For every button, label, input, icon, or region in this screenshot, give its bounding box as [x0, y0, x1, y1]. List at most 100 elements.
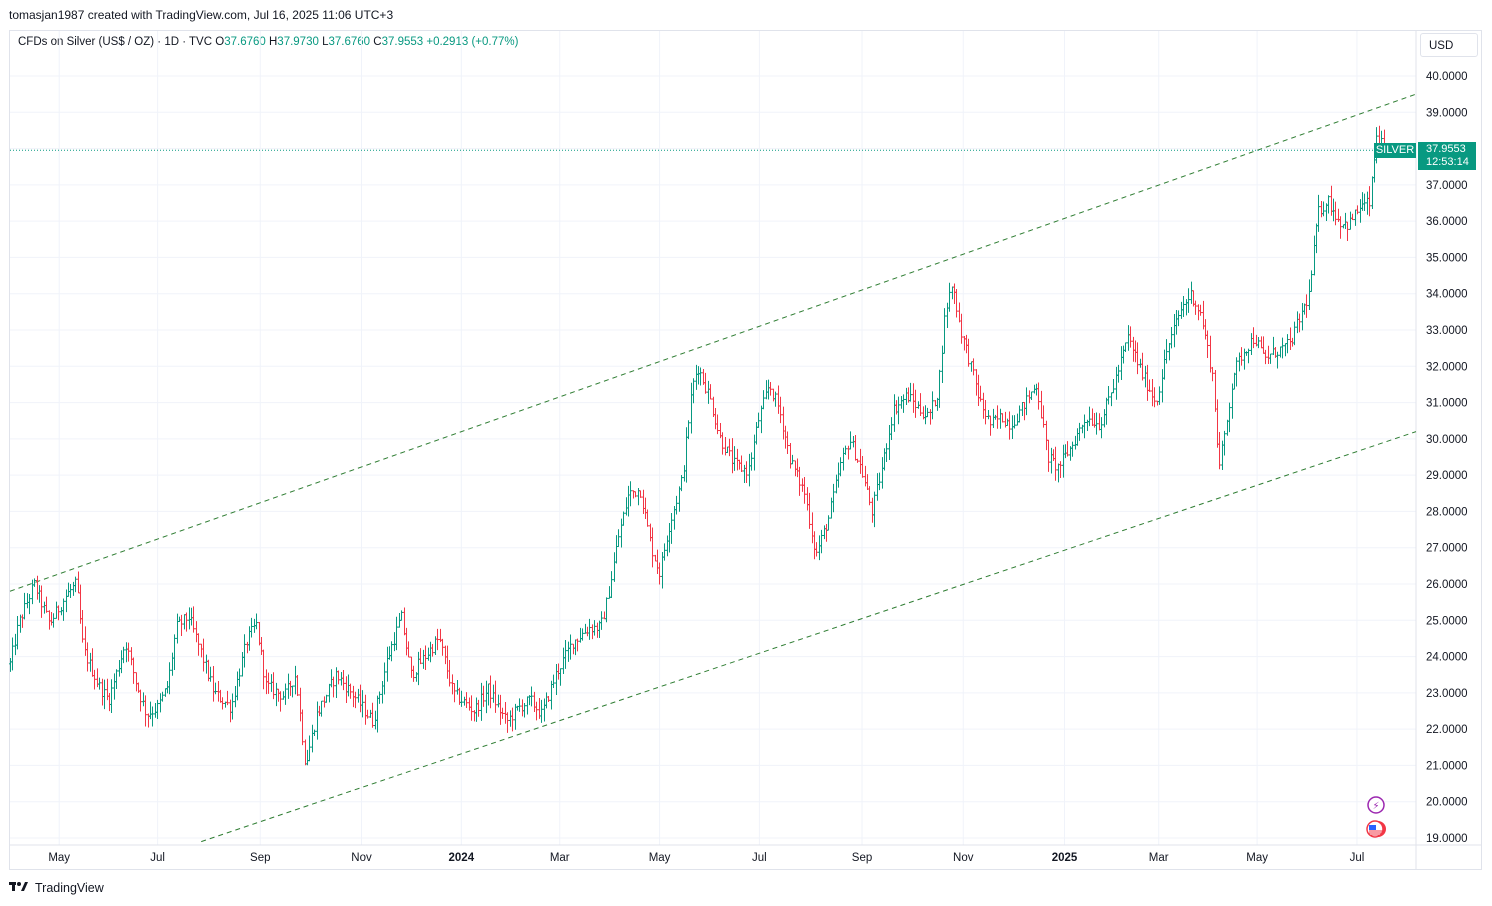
ohlc-bar — [1091, 408, 1094, 427]
ohlc-bar — [115, 669, 118, 689]
price-axis-label: 21.0000 — [1426, 760, 1468, 772]
ohlc-bar — [598, 620, 601, 639]
ohlc-bar — [463, 696, 466, 706]
ohlc-bar — [1146, 364, 1149, 401]
ohlc-bar — [499, 694, 502, 725]
ohlc-bar — [489, 675, 492, 709]
price-axis-label: 40.0000 — [1426, 71, 1468, 83]
price-axis-label: 36.0000 — [1426, 216, 1468, 228]
ohlc-bar — [914, 389, 917, 418]
ohlc-bar — [84, 626, 87, 656]
ohlc-bar — [1100, 417, 1103, 439]
ohlc-bars[interactable] — [9, 125, 1386, 766]
ohlc-bar — [815, 542, 818, 557]
ohlc-bar — [497, 694, 500, 708]
price-axis-label: 32.0000 — [1426, 361, 1468, 373]
ohlc-bar — [1088, 406, 1091, 427]
ohlc-bar — [999, 408, 1002, 429]
ohlc-bar — [890, 417, 893, 441]
ohlc-bar — [43, 601, 46, 614]
ohlc-bar — [453, 682, 456, 703]
ohlc-bar — [55, 601, 58, 619]
ohlc-bar — [1218, 432, 1221, 470]
high-value: 37.9730 — [277, 36, 319, 48]
price-axis-label: 22.0000 — [1426, 724, 1468, 736]
ohlc-bar — [634, 491, 637, 498]
ohlc-bar — [897, 396, 900, 425]
ohlc-bar — [161, 691, 164, 702]
ohlc-bar — [1301, 302, 1304, 331]
price-axis-label: 34.0000 — [1426, 289, 1468, 301]
ohlc-bar — [1057, 463, 1060, 483]
lightning-event-icon[interactable] — [1367, 796, 1385, 814]
ohlc-bar — [1047, 439, 1050, 472]
currency-button[interactable]: USD — [1420, 33, 1478, 57]
ohlc-bar — [584, 623, 587, 634]
price-axis-label: 39.0000 — [1426, 107, 1468, 119]
ohlc-bar — [646, 509, 649, 527]
symbol-price-tag: SILVER — [1374, 143, 1416, 159]
ohlc-bar — [139, 689, 142, 712]
ohlc-bar — [543, 698, 546, 722]
ohlc-bar — [977, 374, 980, 407]
ohlc-bar — [683, 465, 686, 482]
ohlc-bar — [1286, 334, 1289, 354]
ohlc-bar — [320, 700, 323, 717]
ohlc-bar — [919, 393, 922, 417]
ohlc-bar — [825, 524, 828, 542]
ohlc-bar — [1066, 441, 1069, 457]
ohlc-bar — [284, 683, 287, 705]
ohlc-bar — [1098, 413, 1101, 431]
ohlc-bar — [1040, 390, 1043, 419]
ohlc-bar — [642, 489, 645, 514]
time-axis-label: May — [48, 852, 70, 864]
ohlc-bar — [275, 682, 278, 707]
ohlc-bar — [929, 409, 932, 425]
ohlc-bar — [765, 380, 768, 400]
ohlc-bar — [412, 665, 415, 682]
channel-upper-line[interactable] — [9, 93, 1417, 592]
ohlc-bar — [941, 345, 944, 383]
ohlc-bar — [1235, 357, 1238, 387]
ohlc-bar — [692, 378, 695, 404]
ohlc-bar — [1199, 304, 1202, 316]
ohlc-bar — [21, 614, 24, 628]
close-label: C — [373, 36, 382, 48]
channel-lower-line[interactable] — [201, 431, 1417, 843]
ohlc-bar — [803, 477, 806, 504]
ohlc-bar — [296, 674, 299, 697]
ohlc-bar — [485, 680, 488, 714]
ohlc-bar — [1083, 414, 1086, 439]
ohlc-bar — [738, 459, 741, 470]
ohlc-bar — [89, 652, 92, 672]
ohlc-bar — [316, 701, 319, 740]
ohlc-bar — [881, 457, 884, 489]
ohlc-bar — [1074, 435, 1077, 450]
ohlc-bar — [1211, 367, 1214, 382]
ohlc-bar — [1366, 191, 1369, 215]
ohlc-bar — [1368, 186, 1371, 217]
ohlc-bar — [1122, 345, 1125, 364]
ohlc-bar — [540, 699, 543, 723]
ohlc-bar — [342, 670, 345, 691]
ohlc-bar — [613, 552, 616, 582]
price-axis-label: 35.0000 — [1426, 252, 1468, 264]
ohlc-bar — [823, 525, 826, 540]
ohlc-bar — [277, 688, 280, 702]
ohlc-bar — [386, 646, 389, 682]
ohlc-bar — [33, 578, 36, 587]
ohlc-bar — [262, 649, 265, 690]
ohlc-bar — [666, 535, 669, 557]
ohlc-bar — [654, 554, 657, 562]
ohlc-bar — [1008, 411, 1011, 440]
symbol-name[interactable]: CFDs on Silver (US$ / OZ) · 1D · TVC — [18, 36, 213, 48]
ohlc-bar — [996, 405, 999, 429]
footer-brand-label: TradingView — [35, 880, 104, 895]
ohlc-bar — [774, 391, 777, 407]
ohlc-bar — [371, 702, 374, 728]
ohlc-bar — [1105, 397, 1108, 425]
ohlc-bar — [1144, 365, 1147, 388]
ohlc-bar — [1095, 412, 1098, 435]
ohlc-bar — [364, 694, 367, 725]
